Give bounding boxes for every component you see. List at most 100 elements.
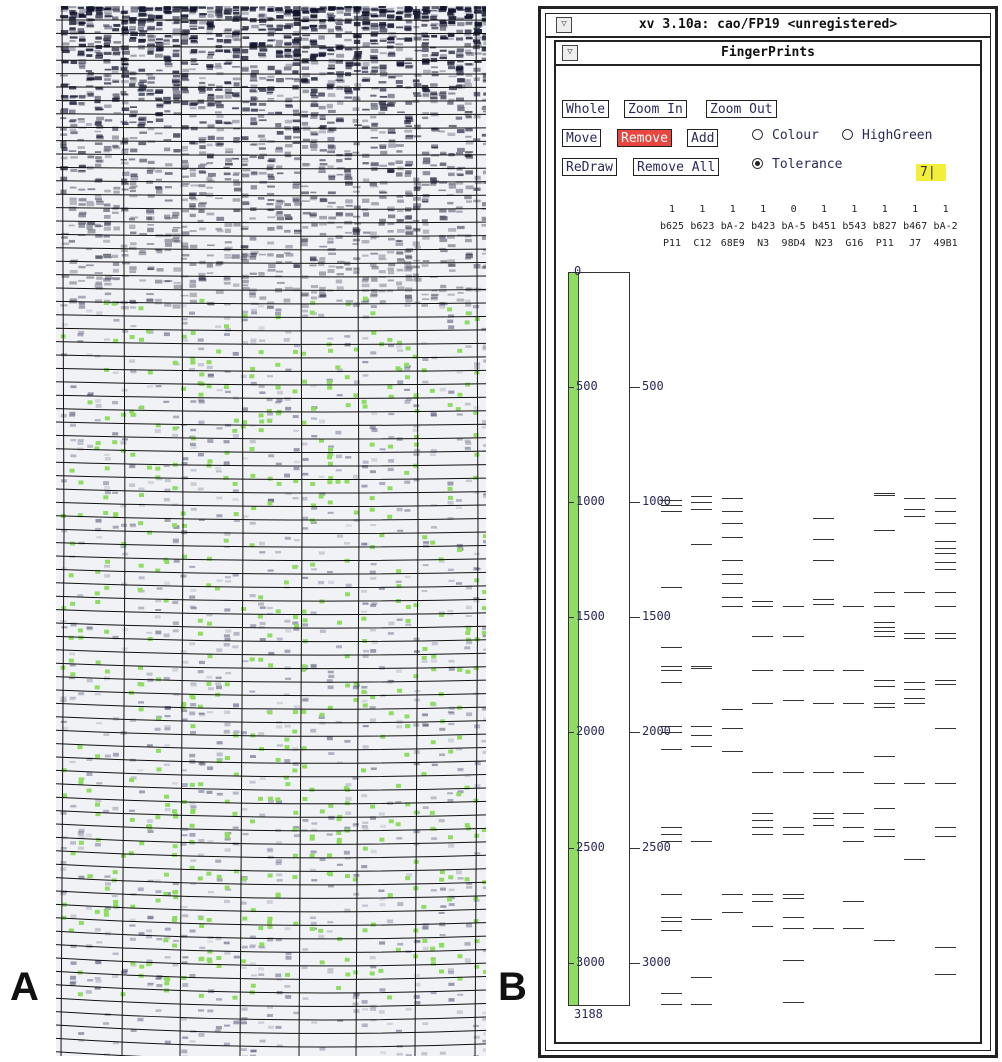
fingerprint-band[interactable] xyxy=(934,605,956,607)
fingerprint-band[interactable] xyxy=(752,826,774,828)
fingerprint-band[interactable] xyxy=(691,918,713,920)
fingerprint-band[interactable] xyxy=(721,559,743,561)
move-button[interactable]: Move xyxy=(562,129,602,147)
fingerprint-band[interactable] xyxy=(661,681,682,683)
highgreen-radio[interactable]: HighGreen xyxy=(842,128,932,143)
fingerprint-band[interactable] xyxy=(661,670,682,672)
fingerprint-band[interactable] xyxy=(934,497,956,499)
fingerprint-band[interactable] xyxy=(934,541,956,543)
fingerprint-band[interactable] xyxy=(661,992,682,994)
fingerprint-band[interactable] xyxy=(843,605,865,607)
fingerprint-band[interactable] xyxy=(721,709,743,711)
fingerprint-band[interactable] xyxy=(843,840,865,842)
fingerprint-band[interactable] xyxy=(904,638,926,640)
fingerprint-band[interactable] xyxy=(691,502,713,504)
fingerprint-band[interactable] xyxy=(721,605,743,607)
window-menu-button[interactable]: ▽ xyxy=(556,17,572,33)
fingerprint-band[interactable] xyxy=(782,893,804,895)
fingerprint-band[interactable] xyxy=(661,499,682,501)
zoom-out-button[interactable]: Zoom Out xyxy=(706,100,777,118)
fingerprint-band[interactable] xyxy=(904,592,926,594)
fingerprint-band[interactable] xyxy=(843,670,865,672)
fingerprint-band[interactable] xyxy=(934,522,956,524)
zoom-in-button[interactable]: Zoom In xyxy=(624,100,687,118)
fingerprint-band[interactable] xyxy=(691,668,713,669)
fingerprint-band[interactable] xyxy=(691,725,713,727)
fingerprint-band[interactable] xyxy=(843,771,865,773)
fingerprint-band[interactable] xyxy=(813,824,834,826)
fingerprint-band[interactable] xyxy=(843,813,865,815)
fingerprint-band[interactable] xyxy=(782,605,804,607)
fingerprint-band[interactable] xyxy=(873,702,895,704)
fingerprint-band[interactable] xyxy=(782,771,804,773)
redraw-button[interactable]: ReDraw xyxy=(562,158,617,176)
fingerprint-band[interactable] xyxy=(843,702,865,704)
fingerprint-band[interactable] xyxy=(721,573,743,575)
fingerprint-band[interactable] xyxy=(752,893,774,895)
fingerprint-band[interactable] xyxy=(661,504,682,506)
fingerprint-band[interactable] xyxy=(691,734,713,736)
fingerprint-band[interactable] xyxy=(904,681,926,683)
fingerprint-band[interactable] xyxy=(661,732,682,734)
fingerprint-band[interactable] xyxy=(721,522,743,524)
fingerprint-band[interactable] xyxy=(934,633,956,635)
fingerprint-band[interactable] xyxy=(721,596,743,598)
fingerprint-band[interactable] xyxy=(934,974,956,976)
fingerprint-band[interactable] xyxy=(813,702,834,704)
fingerprint-band[interactable] xyxy=(904,516,926,518)
fingerprint-band[interactable] xyxy=(813,598,834,600)
fingerprint-band[interactable] xyxy=(873,493,895,495)
fingerprint-band[interactable] xyxy=(904,633,926,635)
fingerprint-band[interactable] xyxy=(661,826,682,828)
fingerprint-band[interactable] xyxy=(873,495,895,497)
fingerprint-band[interactable] xyxy=(721,912,743,914)
fingerprint-band[interactable] xyxy=(782,700,804,702)
fingerprint-band[interactable] xyxy=(691,496,713,498)
fingerprint-band[interactable] xyxy=(873,939,895,941)
fingerprint-band[interactable] xyxy=(934,679,956,681)
fingerprint-band[interactable] xyxy=(691,840,713,842)
fingerprint-band[interactable] xyxy=(752,925,774,927)
fingerprint-band[interactable] xyxy=(661,511,682,513)
fingerprint-band[interactable] xyxy=(934,783,956,785)
fingerprint-band[interactable] xyxy=(813,670,834,672)
fingerprint-band[interactable] xyxy=(934,727,956,729)
fingerprint-band[interactable] xyxy=(934,569,956,570)
fingerprint-band[interactable] xyxy=(661,921,682,923)
fingerprint-band[interactable] xyxy=(721,511,743,513)
fingerprint-band[interactable] xyxy=(934,562,956,564)
fingerprint-band[interactable] xyxy=(782,916,804,918)
fingerprint-band[interactable] xyxy=(661,916,682,918)
fingerprint-band[interactable] xyxy=(752,900,774,902)
fingerprint-band[interactable] xyxy=(873,707,895,709)
fingerprint-band[interactable] xyxy=(904,702,926,704)
colour-radio[interactable]: Colour xyxy=(752,128,819,143)
fingerprint-band[interactable] xyxy=(782,898,804,900)
fingerprint-band[interactable] xyxy=(752,670,774,672)
fingerprint-band[interactable] xyxy=(691,746,713,748)
fingerprint-band[interactable] xyxy=(934,946,956,948)
fingerprint-band[interactable] xyxy=(813,539,834,541)
fingerprint-band[interactable] xyxy=(873,592,895,594)
fingerprint-band[interactable] xyxy=(934,826,956,828)
fingerprint-band[interactable] xyxy=(691,1004,713,1006)
fingerprint-band[interactable] xyxy=(873,626,895,628)
whole-button[interactable]: Whole xyxy=(562,100,610,118)
highgreen-radio-dot[interactable] xyxy=(842,129,853,140)
fingerprint-band[interactable] xyxy=(813,603,834,605)
fingerprint-band[interactable] xyxy=(721,497,743,499)
colour-radio-dot[interactable] xyxy=(752,129,763,140)
fingerprint-band[interactable] xyxy=(873,829,895,831)
fingerprint-band[interactable] xyxy=(813,771,834,773)
fingerprint-band[interactable] xyxy=(661,893,682,895)
fingerprint-band[interactable] xyxy=(752,702,774,704)
fingerprint-band[interactable] xyxy=(904,859,926,861)
fingerprint-band[interactable] xyxy=(782,635,804,637)
fingerprint-band[interactable] xyxy=(661,930,682,932)
fingerprint-band[interactable] xyxy=(721,536,743,538)
fingerprint-band[interactable] xyxy=(661,1004,682,1006)
ruler-scrollbar[interactable] xyxy=(569,273,579,1005)
fingerprint-band[interactable] xyxy=(782,833,804,835)
remove-button[interactable]: Remove xyxy=(617,129,672,147)
fingerprint-band[interactable] xyxy=(813,928,834,930)
